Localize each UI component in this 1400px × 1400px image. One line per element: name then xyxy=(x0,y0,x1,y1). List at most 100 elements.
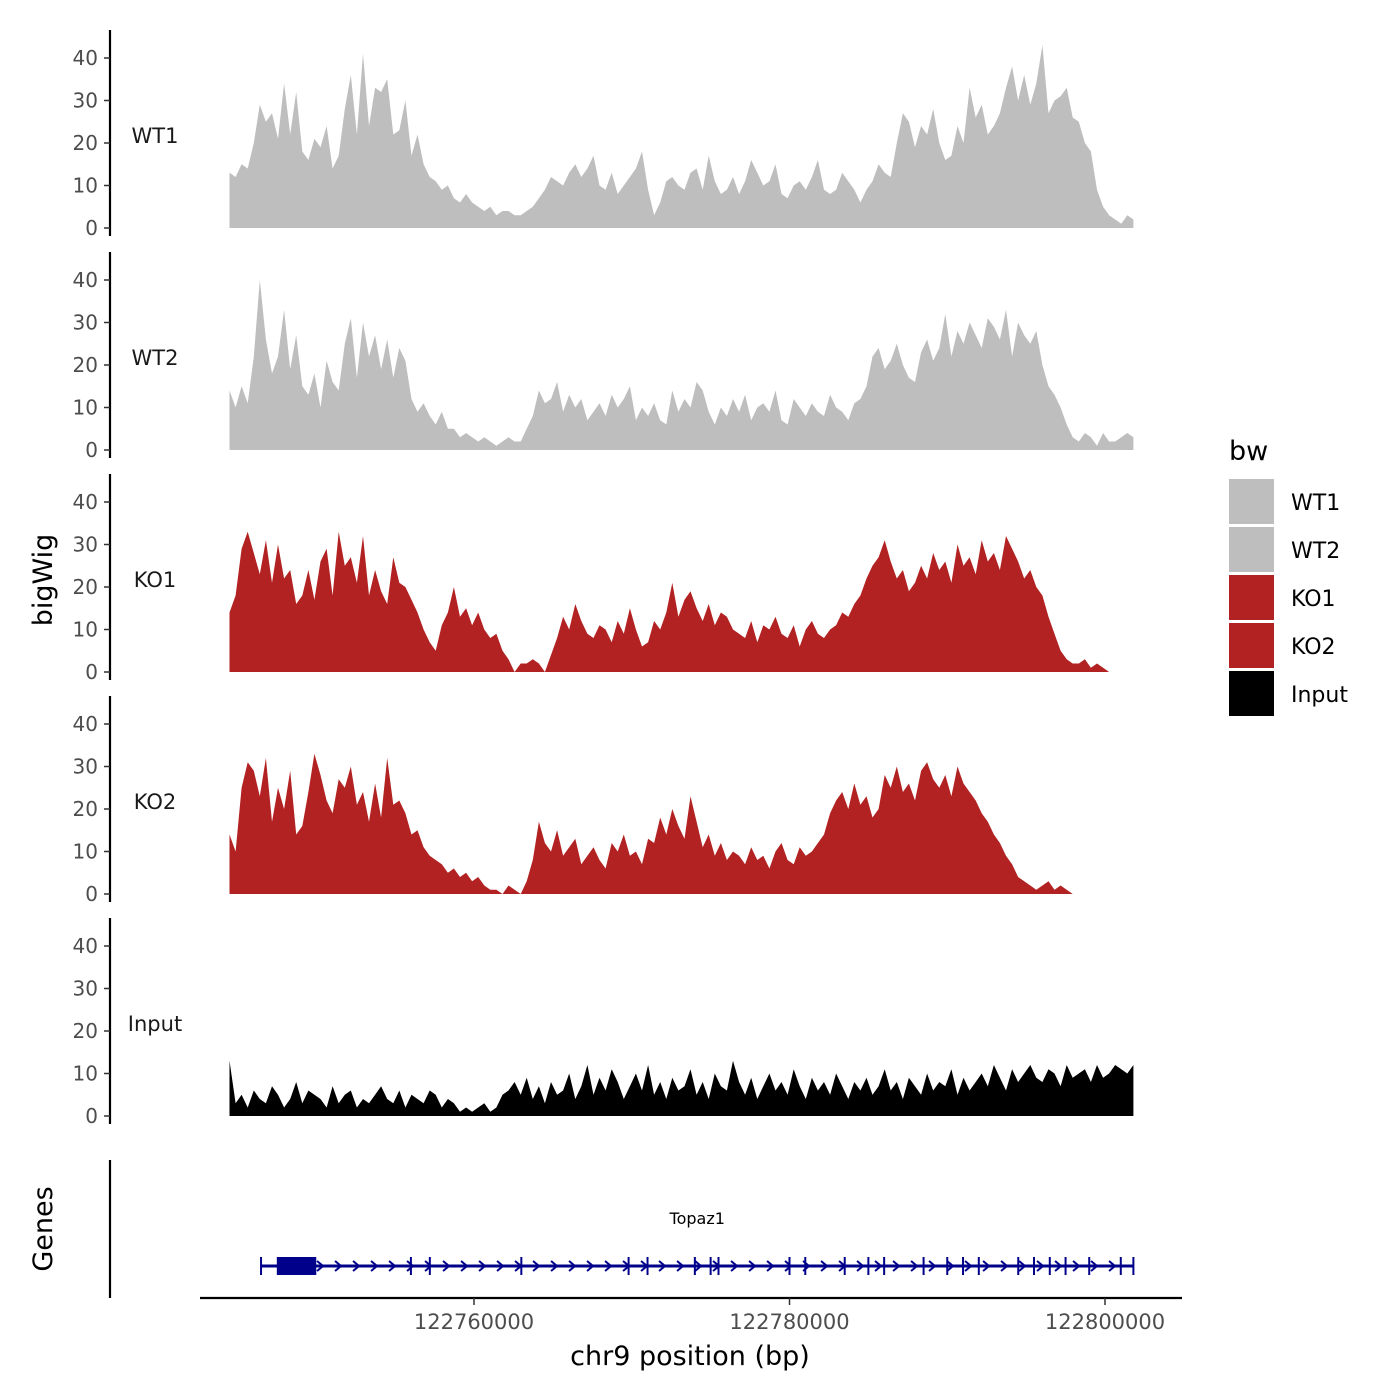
track-input: 0 10 20 30 40 Input xyxy=(73,918,1134,1128)
track-wt2: 0 10 20 30 40 WT2 xyxy=(73,252,1134,462)
gene-utr-block xyxy=(276,1257,317,1275)
strand-chevron xyxy=(532,1260,541,1272)
y-tick-label: 40 xyxy=(73,46,98,70)
strand-chevron xyxy=(892,1260,901,1272)
strand-chevron xyxy=(550,1260,559,1272)
x-axis: 122760000 122780000 122800000 xyxy=(200,1296,1182,1334)
legend-swatch-input xyxy=(1229,671,1274,716)
y-tick-label: 20 xyxy=(73,575,98,599)
gene-name-label: Topaz1 xyxy=(669,1209,725,1228)
strand-chevron xyxy=(910,1260,919,1272)
y-tick-label: 20 xyxy=(73,797,98,821)
strand-chevron xyxy=(388,1260,397,1272)
legend-label: KO2 xyxy=(1291,635,1336,660)
legend-swatch-wt2 xyxy=(1229,527,1274,572)
strand-chevron xyxy=(964,1260,973,1272)
x-axis-title: chr9 position (bp) xyxy=(570,1341,810,1372)
strand-chevron xyxy=(478,1260,487,1272)
legend-label: WT1 xyxy=(1291,491,1340,516)
legend-swatch-wt1 xyxy=(1229,479,1274,524)
y-tick-label: 0 xyxy=(85,438,98,462)
strand-chevron xyxy=(406,1260,415,1272)
strand-chevron xyxy=(658,1260,667,1272)
strand-chevron xyxy=(604,1260,613,1272)
strand-chevron xyxy=(370,1260,379,1272)
y-tick-label: 20 xyxy=(73,131,98,155)
strand-chevron xyxy=(856,1260,865,1272)
legend-title: bw xyxy=(1229,436,1268,467)
legend-label: Input xyxy=(1291,683,1348,708)
track-label: KO2 xyxy=(134,790,177,814)
strand-chevron xyxy=(334,1260,343,1272)
coverage-area-ko2 xyxy=(229,753,1134,894)
y-tick-label: 0 xyxy=(85,660,98,684)
coverage-tracks: 0 10 20 30 40 WT1 0 10 20 30 40 WT2 0 10 20 30 40 KO1 0 10 2… xyxy=(73,30,1134,1128)
y-tick-label: 40 xyxy=(73,490,98,514)
strand-chevron xyxy=(874,1260,883,1272)
strand-chevron xyxy=(460,1260,469,1272)
y-axis-title: bigWig xyxy=(28,534,59,627)
strand-chevron xyxy=(730,1260,739,1272)
track-label: Input xyxy=(128,1012,182,1036)
strand-chevron xyxy=(1108,1260,1117,1272)
y-tick-label: 10 xyxy=(73,840,98,864)
y-tick-label: 20 xyxy=(73,353,98,377)
track-wt1: 0 10 20 30 40 WT1 xyxy=(73,30,1134,240)
strand-chevron xyxy=(352,1260,361,1272)
strand-chevron xyxy=(766,1260,775,1272)
strand-chevron xyxy=(982,1260,991,1272)
x-tick-label: 122760000 xyxy=(414,1310,534,1334)
legend: bw WT1 WT2 KO1 KO2 Input xyxy=(1229,436,1348,716)
strand-chevron xyxy=(496,1260,505,1272)
legend-label: KO1 xyxy=(1291,587,1336,612)
strand-chevron xyxy=(1072,1260,1081,1272)
track-label: WT2 xyxy=(132,346,179,370)
coverage-area-wt2 xyxy=(229,280,1134,450)
strand-chevron xyxy=(568,1260,577,1272)
y-tick-label: 0 xyxy=(85,882,98,906)
strand-chevron xyxy=(442,1260,451,1272)
y-tick-label: 10 xyxy=(73,1062,98,1086)
y-tick-label: 30 xyxy=(73,977,98,1001)
y-tick-label: 40 xyxy=(73,268,98,292)
x-tick-label: 122780000 xyxy=(729,1310,849,1334)
y-tick-label: 20 xyxy=(73,1019,98,1043)
y-tick-label: 40 xyxy=(73,712,98,736)
track-label: WT1 xyxy=(132,124,179,148)
y-tick-label: 0 xyxy=(85,1104,98,1128)
track-ko2: 0 10 20 30 40 KO2 xyxy=(73,696,1134,906)
y-tick-label: 30 xyxy=(73,311,98,335)
track-label: KO1 xyxy=(134,568,177,592)
y-tick-label: 0 xyxy=(85,216,98,240)
strand-chevron xyxy=(694,1260,703,1272)
y-tick-label: 10 xyxy=(73,174,98,198)
strand-chevron xyxy=(676,1260,685,1272)
legend-swatch-ko2 xyxy=(1229,623,1274,668)
y-tick-label: 30 xyxy=(73,89,98,113)
strand-chevron xyxy=(586,1260,595,1272)
x-tick-label: 122800000 xyxy=(1045,1310,1165,1334)
strand-chevron xyxy=(748,1260,757,1272)
strand-chevron xyxy=(820,1260,829,1272)
legend-swatch-ko1 xyxy=(1229,575,1274,620)
y-tick-label: 10 xyxy=(73,618,98,642)
genes-axis-title: Genes xyxy=(28,1186,59,1271)
gene-track: Topaz1 xyxy=(108,1160,1135,1298)
coverage-area-ko1 xyxy=(229,531,1134,672)
coverage-area-wt1 xyxy=(229,45,1134,228)
y-tick-label: 30 xyxy=(73,755,98,779)
strand-chevron xyxy=(1000,1260,1009,1272)
strand-chevron xyxy=(316,1260,325,1272)
strand-chevron xyxy=(1018,1260,1027,1272)
strand-chevron xyxy=(1090,1260,1099,1272)
strand-chevron xyxy=(424,1260,433,1272)
strand-chevron xyxy=(1054,1260,1063,1272)
legend-label: WT2 xyxy=(1291,539,1340,564)
track-ko1: 0 10 20 30 40 KO1 xyxy=(73,474,1134,684)
strand-chevron xyxy=(784,1260,793,1272)
y-tick-label: 10 xyxy=(73,396,98,420)
strand-chevron xyxy=(946,1260,955,1272)
coverage-area-input xyxy=(229,1060,1134,1116)
strand-chevron xyxy=(928,1260,937,1272)
